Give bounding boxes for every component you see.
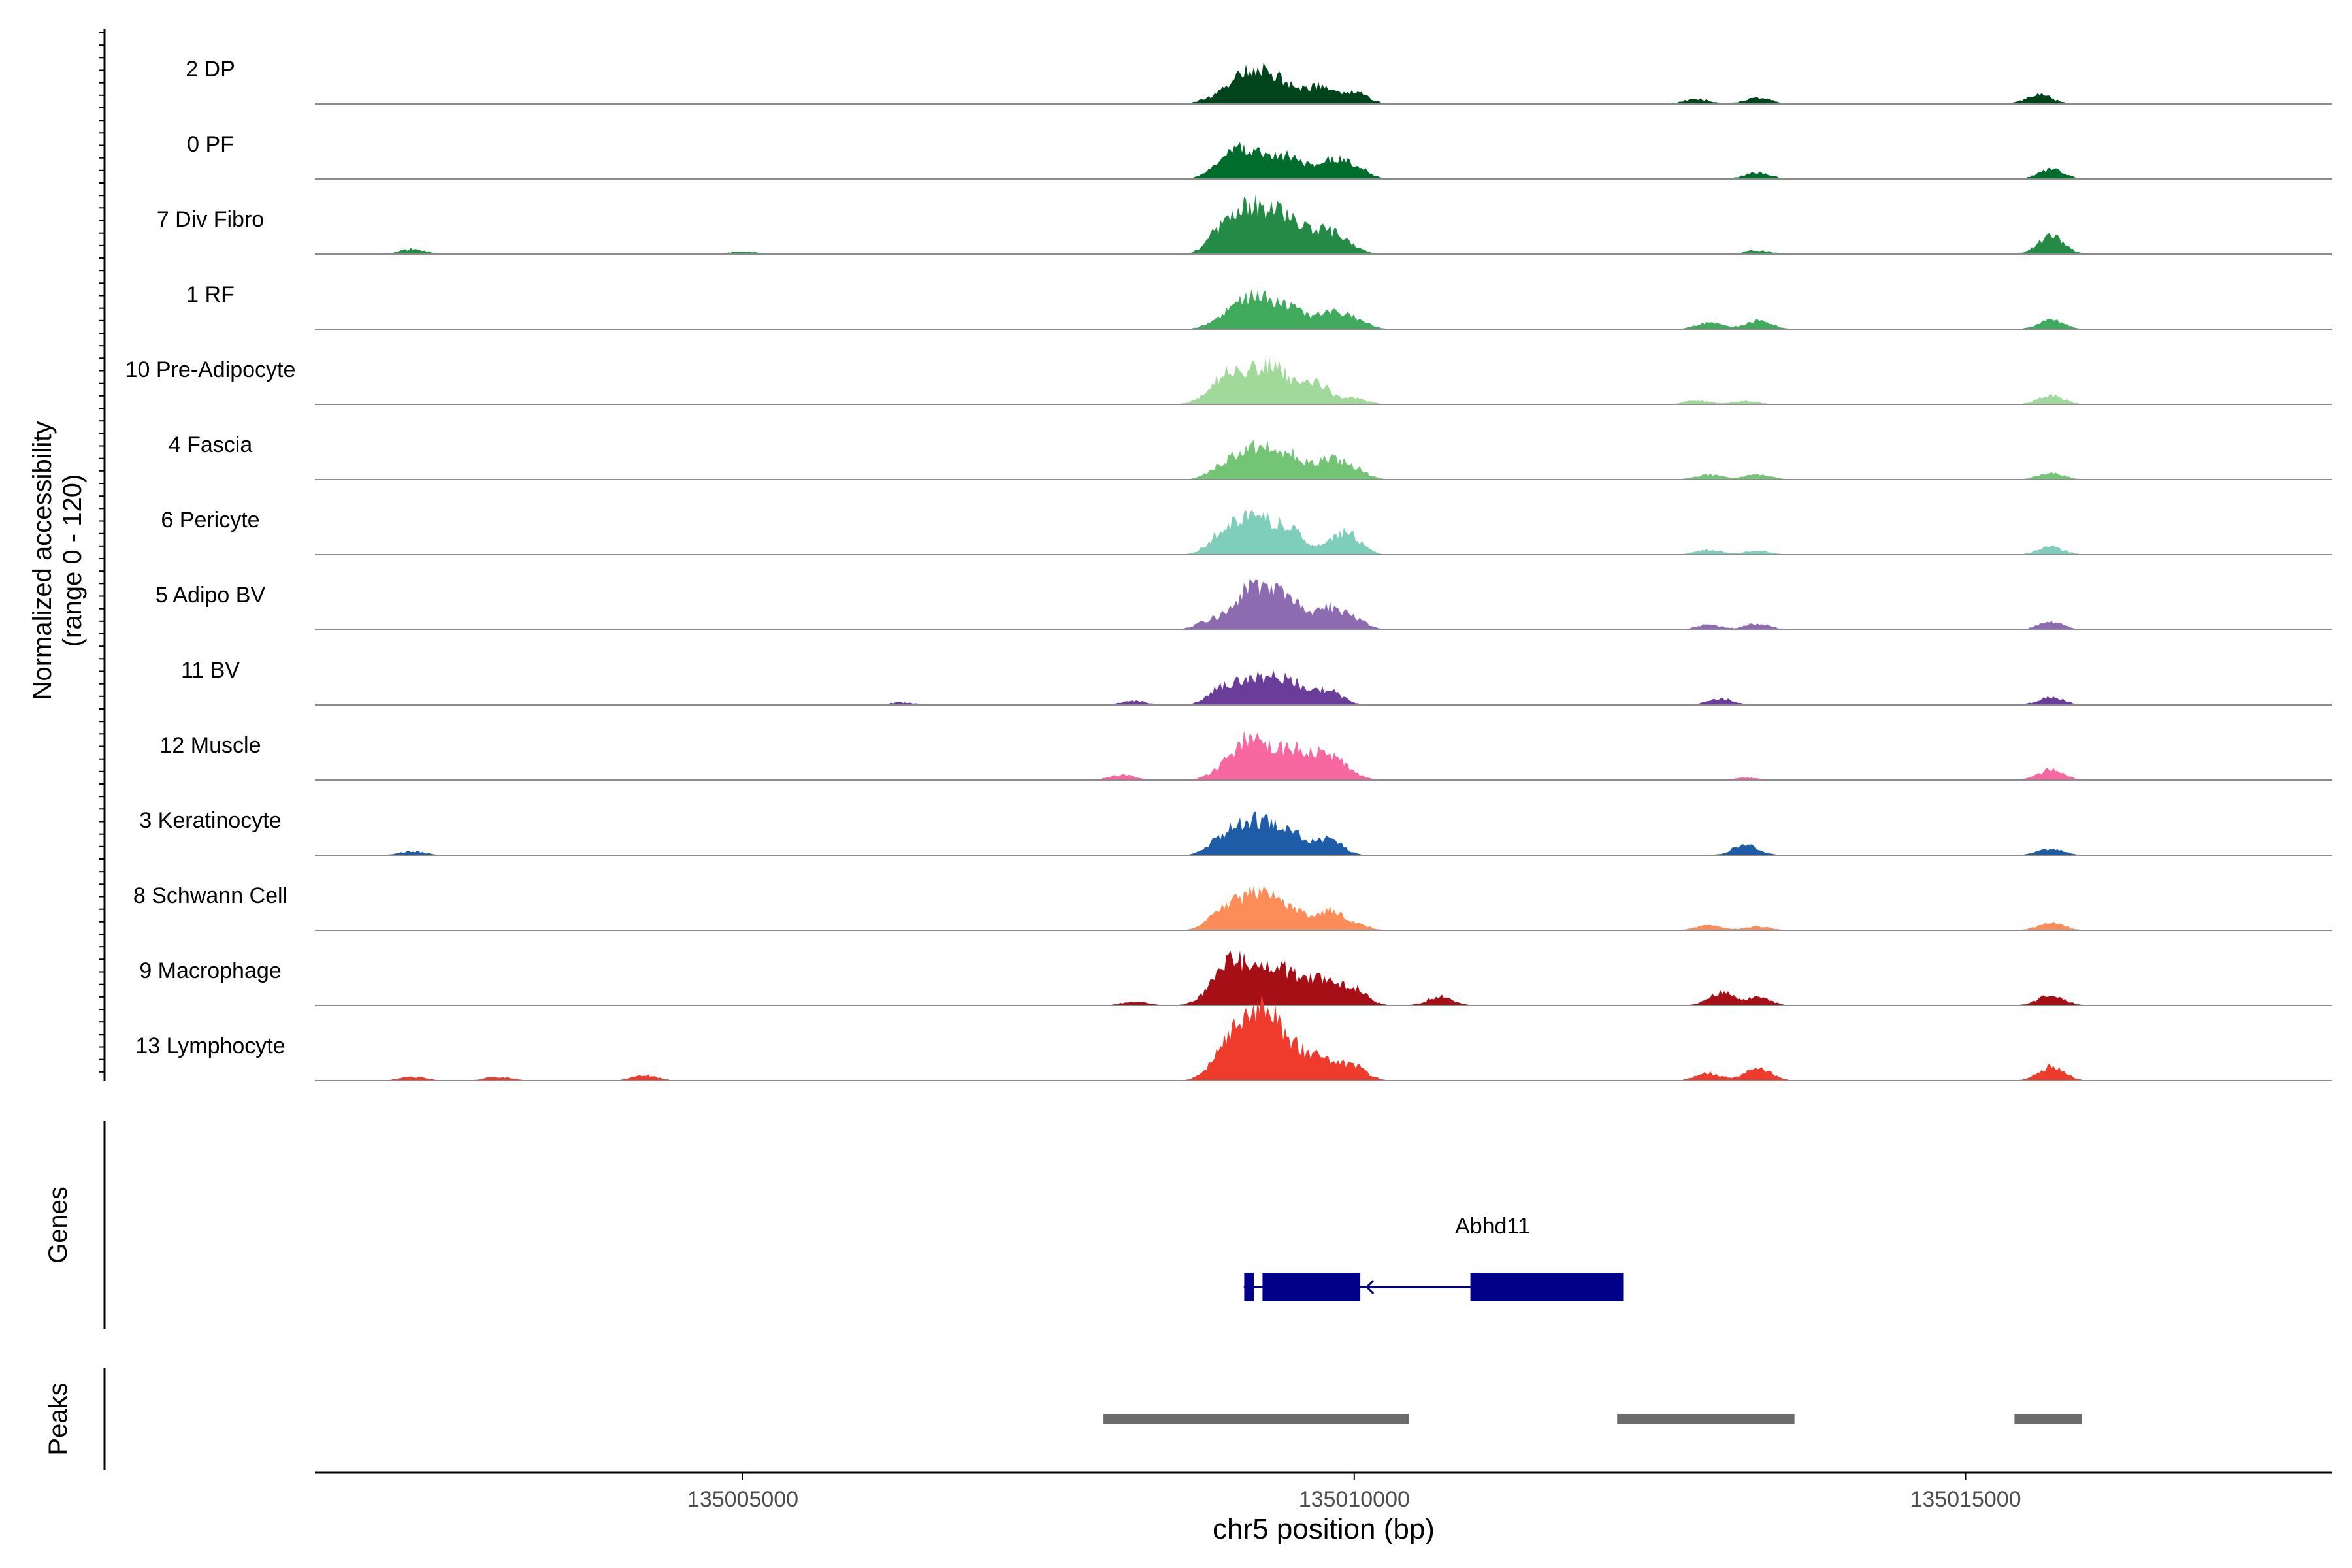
track-area-6-pericyte	[315, 509, 2332, 555]
gene-exon	[1262, 1273, 1361, 1301]
gene-models: Abhd11	[1243, 1214, 1624, 1301]
track-area-3-keratinocyte	[315, 811, 2332, 855]
track-3-keratinocyte: 3 Keratinocyte	[139, 808, 2332, 856]
track-label-6-pericyte: 6 Pericyte	[161, 508, 259, 532]
track-1-rf: 1 RF	[186, 282, 2332, 330]
track-area-7-div-fibro	[315, 194, 2332, 254]
track-area-9-macrophage	[315, 950, 2332, 1005]
peaks-panel: Peaks	[44, 1368, 2082, 1470]
track-4-fascia: 4 Fascia	[169, 433, 2332, 480]
peak-region-2	[1617, 1414, 1795, 1424]
gene-exon	[1244, 1273, 1254, 1301]
accessibility-tracks: 2 DP 0 PF 7 Div Fibro 1 RF 10 Pre-Adipocyte 4…	[125, 57, 2332, 1081]
y-axis-accessibility: Normalized accessibility (range 0 - 120)	[28, 29, 106, 1081]
track-area-0-pf	[315, 142, 2332, 179]
track-area-8-schwann-cell	[315, 885, 2332, 930]
track-label-10-pre-adipocyte: 10 Pre-Adipocyte	[125, 357, 296, 382]
gene-label: Abhd11	[1455, 1214, 1530, 1239]
y-axis-ticks	[99, 32, 105, 1073]
x-tick-label: 135005000	[687, 1487, 798, 1512]
track-label-3-keratinocyte: 3 Keratinocyte	[139, 808, 281, 833]
track-area-4-fascia	[315, 440, 2332, 480]
track-label-13-lymphocyte: 13 Lymphocyte	[135, 1034, 285, 1058]
track-label-1-rf: 1 RF	[186, 282, 235, 307]
track-area-10-pre-adipocyte	[315, 357, 2332, 404]
track-area-1-rf	[315, 289, 2332, 329]
peaks-label: Peaks	[44, 1382, 73, 1455]
x-tick-label: 135015000	[1910, 1487, 2021, 1512]
track-area-11-bv	[315, 670, 2332, 705]
track-label-5-adipo-bv: 5 Adipo BV	[155, 583, 266, 608]
track-label-0-pf: 0 PF	[187, 132, 234, 157]
genes-label: Genes	[44, 1186, 73, 1264]
track-label-9-macrophage: 9 Macrophage	[139, 958, 281, 983]
peak-region-1	[1103, 1414, 1409, 1424]
track-label-11-bv: 11 BV	[181, 658, 240, 683]
strand-chevron-icon	[1365, 1279, 1375, 1295]
track-area-12-muscle	[315, 730, 2332, 780]
track-13-lymphocyte: 13 Lymphocyte	[135, 994, 2332, 1081]
y-axis-label-line1: Normalized accessibility	[28, 421, 57, 700]
track-6-pericyte: 6 Pericyte	[161, 508, 2332, 555]
track-0-pf: 0 PF	[187, 132, 2332, 180]
track-label-4-fascia: 4 Fascia	[169, 433, 253, 457]
track-12-muscle: 12 Muscle	[160, 730, 2332, 781]
track-label-2-dp: 2 DP	[186, 57, 235, 82]
x-axis-title: chr5 position (bp)	[1213, 1513, 1435, 1545]
track-9-macrophage: 9 Macrophage	[139, 950, 2332, 1006]
gene-exon	[1470, 1273, 1624, 1301]
peak-region-3	[2014, 1414, 2082, 1424]
track-7-div-fibro: 7 Div Fibro	[157, 194, 2332, 255]
track-area-13-lymphocyte	[315, 994, 2332, 1081]
x-axis-ticks: 135005000 135010000 135015000	[687, 1473, 2021, 1512]
track-5-adipo-bv: 5 Adipo BV	[155, 578, 2332, 630]
x-tick-label: 135010000	[1299, 1487, 1410, 1512]
track-area-2-dp	[315, 62, 2332, 104]
peak-regions	[1103, 1414, 2082, 1424]
track-label-8-schwann-cell: 8 Schwann Cell	[133, 883, 287, 908]
genes-panel: Genes Abhd11	[44, 1121, 1624, 1329]
track-8-schwann-cell: 8 Schwann Cell	[133, 883, 2332, 931]
track-10-pre-adipocyte: 10 Pre-Adipocyte	[125, 357, 2332, 405]
track-11-bv: 11 BV	[181, 658, 2332, 706]
x-axis: 135005000 135010000 135015000 chr5 positio…	[315, 1471, 2332, 1545]
track-label-7-div-fibro: 7 Div Fibro	[157, 207, 264, 232]
track-area-5-adipo-bv	[315, 578, 2332, 630]
gene-abhd11: Abhd11	[1243, 1214, 1624, 1301]
strand-chevron-icon	[1243, 1279, 1252, 1295]
track-label-12-muscle: 12 Muscle	[160, 733, 261, 758]
track-2-dp: 2 DP	[186, 57, 2332, 105]
y-axis-label-line2: (range 0 - 120)	[58, 474, 87, 647]
